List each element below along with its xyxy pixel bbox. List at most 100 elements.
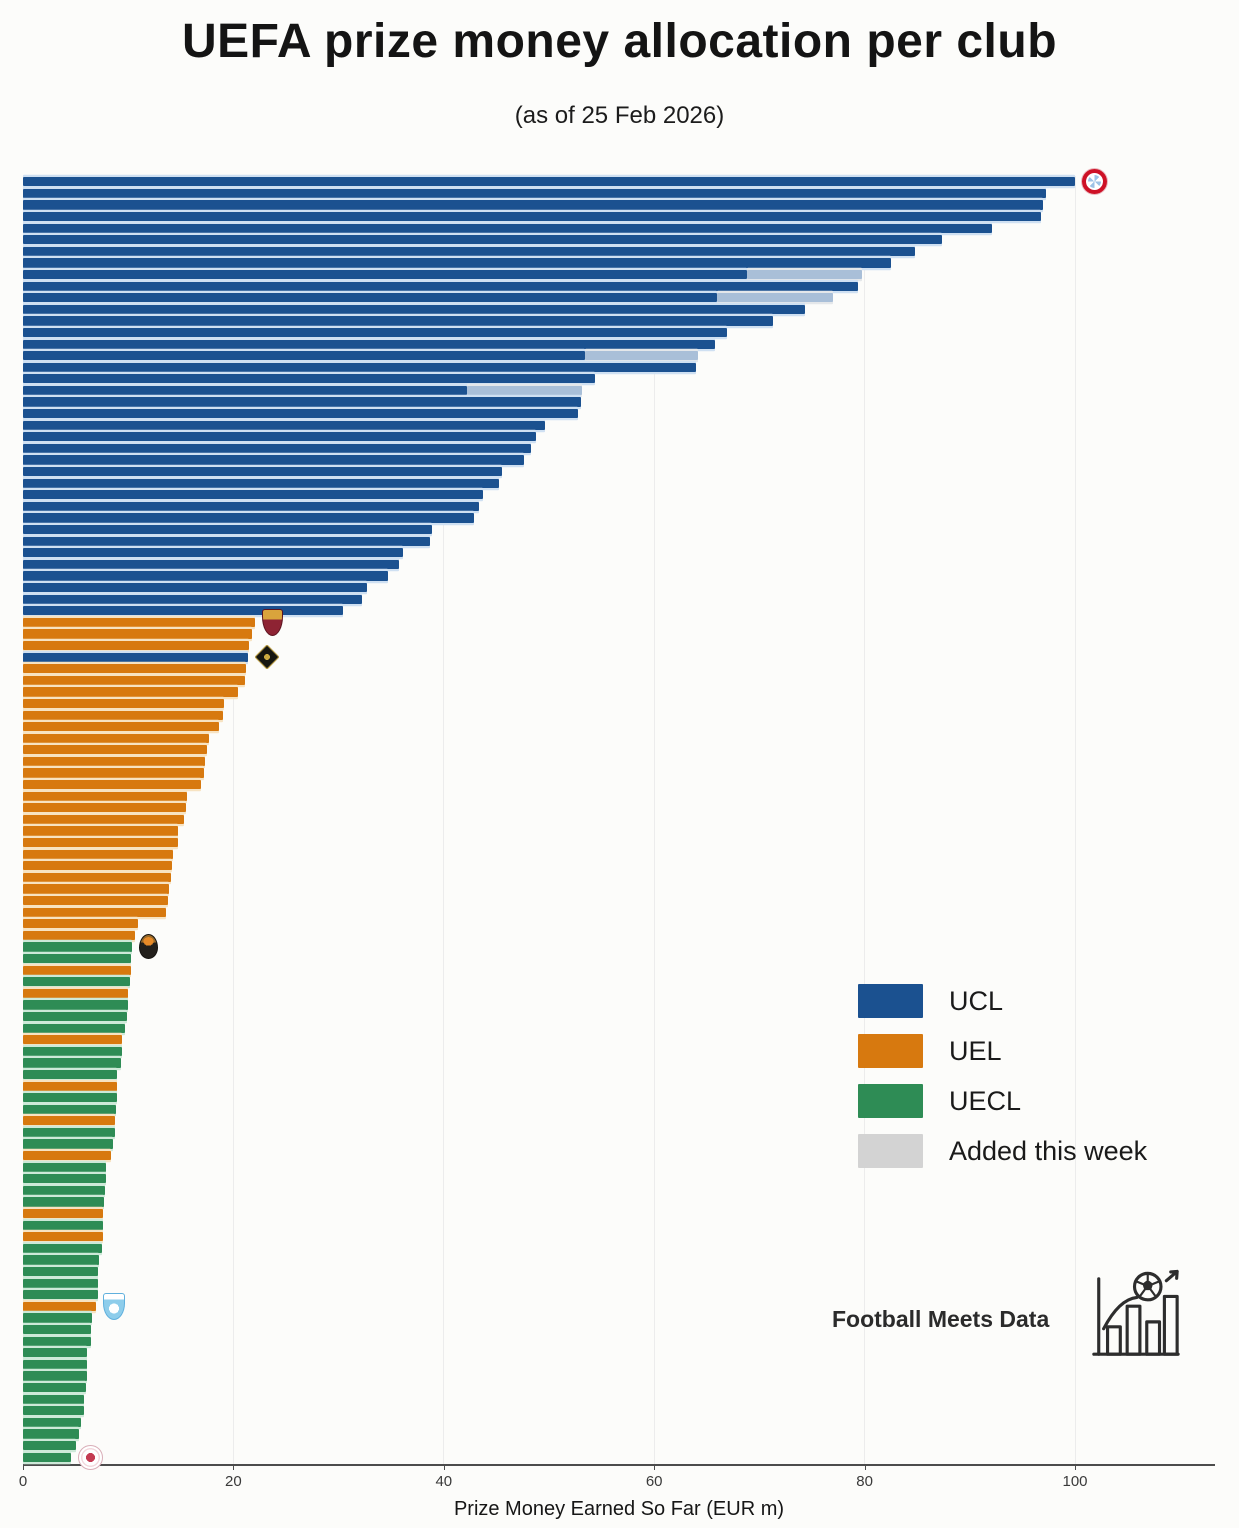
bar-row-76-uecl (23, 1046, 1215, 1058)
bar-row-86-uecl (23, 1161, 1215, 1173)
ucl-bar (23, 177, 1075, 187)
bar-row-80-uecl (23, 1092, 1215, 1104)
bar-row-3-ucl (23, 199, 1215, 211)
uel-bar (23, 1151, 112, 1161)
bar-row-2-ucl (23, 188, 1215, 200)
ucl-bar (23, 606, 343, 616)
bar-row-71-uel (23, 988, 1215, 1000)
bar-row-13-ucl (23, 315, 1215, 327)
bar-row-46-uel (23, 698, 1215, 710)
uecl-bar (23, 1046, 122, 1056)
bar-row-56-uel (23, 814, 1215, 826)
bar-row-83-uecl (23, 1127, 1215, 1139)
bar-row-91-uecl (23, 1219, 1215, 1231)
ucl-bar (23, 200, 1044, 210)
bar-row-109-uecl (23, 1428, 1215, 1440)
gridline-60 (653, 176, 655, 1464)
uecl-bar (23, 1324, 92, 1335)
uel-bar (23, 675, 245, 685)
ucl-bar (23, 293, 718, 303)
bar-row-18-ucl (23, 373, 1215, 385)
bar-row-72-uecl (23, 999, 1215, 1011)
ucl-bar (23, 582, 367, 593)
ucl-bar (23, 513, 475, 523)
ucl-bar (23, 362, 697, 372)
ucl-bar (23, 559, 399, 569)
uecl-bar (23, 1185, 106, 1196)
bar-row-24-ucl (23, 443, 1215, 455)
x-axis-tick-label-100: 100 (1062, 1473, 1088, 1490)
bar-row-9-ucl (23, 269, 1215, 281)
bar-row-21-ucl (23, 408, 1215, 420)
malmo-ff-logo-icon (102, 1292, 125, 1320)
bar-row-42-ucl (23, 644, 1215, 670)
bar-row-70-uecl (23, 976, 1215, 988)
bar-row-82-uel (23, 1115, 1215, 1127)
uel-bar (23, 826, 178, 836)
bar-row-105-uecl (23, 1382, 1215, 1394)
ucl-bar (23, 246, 916, 256)
uel-bar (23, 745, 208, 755)
x-axis-tick-40 (443, 1464, 445, 1470)
bar-row-4-ucl (23, 211, 1215, 223)
uecl-bar (23, 1023, 126, 1033)
ucl-bar (23, 385, 467, 396)
ucl-bar (23, 281, 859, 291)
uecl-bar (23, 1359, 88, 1369)
bar-row-74-uecl (23, 1022, 1215, 1034)
plot-area: 0 20 40 60 80 100 (19, 169, 1215, 1490)
uel-bar (23, 814, 184, 825)
uel-bar (23, 640, 250, 651)
legend-item-uecl: UECL (858, 1084, 1147, 1118)
bar-row-65-uel (23, 918, 1215, 930)
bar-row-73-uecl (23, 1011, 1215, 1023)
bar-row-88-uecl (23, 1185, 1215, 1197)
uecl-bar (23, 1220, 103, 1230)
ucl-bar (23, 188, 1046, 198)
uecl-bar (23, 1417, 81, 1427)
uecl-bar (23, 1267, 98, 1277)
x-axis-tick-label-60: 60 (645, 1473, 663, 1490)
added-this-week-segment (584, 351, 699, 361)
uecl-bar (23, 1104, 116, 1114)
bar-row-1-ucl (23, 169, 1215, 195)
bar-row-93-uecl (23, 1243, 1215, 1255)
legend-label: UCL (949, 985, 1004, 1016)
uel-bar (23, 1301, 96, 1311)
bar-row-44-uel (23, 675, 1215, 687)
uel-bar (23, 1081, 117, 1091)
uecl-bar (23, 1139, 114, 1149)
uecl-bar (23, 977, 131, 987)
uecl-bar (23, 1336, 92, 1346)
ucl-bar (23, 467, 502, 477)
football-meets-data-logo-icon (1092, 1269, 1180, 1356)
chart-legend: UCL UEL UECL Added this week (858, 984, 1147, 1168)
uel-bar (23, 896, 169, 906)
bar-row-31-ucl (23, 524, 1215, 536)
x-axis-tick-0 (23, 1464, 24, 1470)
uel-bar (23, 988, 129, 998)
legend-label: UECL (949, 1085, 1022, 1116)
bar-row-10-ucl (23, 280, 1215, 292)
bar-row-96-uecl (23, 1277, 1215, 1289)
shakhtar-donetsk-logo-icon (139, 934, 159, 960)
bar-row-48-uel (23, 721, 1215, 733)
uel-bar (23, 1116, 115, 1126)
uel-bar (23, 756, 205, 767)
bar-row-14-ucl (23, 327, 1215, 339)
bar-row-11-ucl (23, 292, 1215, 304)
uel-bar (23, 710, 223, 720)
uel-bar (23, 768, 204, 778)
bar-row-36-ucl (23, 582, 1215, 594)
uel-bar (23, 872, 172, 883)
ucl-bar (23, 501, 479, 512)
ucl-bar (23, 478, 499, 488)
uel-bar (23, 791, 188, 801)
uecl-bar (23, 1127, 115, 1138)
ucl-bar (23, 594, 362, 604)
uel-bar (23, 1209, 103, 1219)
x-axis-tick-label-20: 20 (225, 1473, 242, 1490)
bar-row-25-ucl (23, 454, 1215, 466)
legend-swatch (858, 1034, 923, 1068)
gridline-80 (864, 176, 866, 1464)
